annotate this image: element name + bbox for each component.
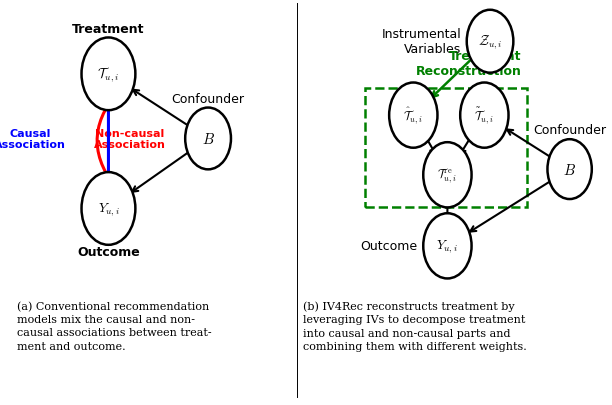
Text: $\hat{\mathcal{T}}_{u,i}$: $\hat{\mathcal{T}}_{u,i}$ bbox=[403, 106, 424, 126]
Text: $\mathcal{T}_{u,i}$: $\mathcal{T}_{u,i}$ bbox=[97, 65, 119, 84]
Text: $\mathcal{Z}_{u,i}$: $\mathcal{Z}_{u,i}$ bbox=[478, 33, 502, 51]
Text: Treatment: Treatment bbox=[72, 23, 144, 36]
Ellipse shape bbox=[81, 173, 135, 245]
Ellipse shape bbox=[424, 143, 472, 208]
Text: Confounder: Confounder bbox=[533, 124, 606, 136]
Ellipse shape bbox=[460, 83, 509, 148]
Ellipse shape bbox=[424, 214, 472, 279]
Ellipse shape bbox=[467, 11, 513, 73]
Text: Non-causal
Association: Non-causal Association bbox=[94, 128, 166, 150]
Ellipse shape bbox=[548, 140, 592, 200]
Text: $Y_{u,i}$: $Y_{u,i}$ bbox=[97, 200, 119, 217]
Text: Confounder: Confounder bbox=[171, 93, 245, 106]
Ellipse shape bbox=[389, 83, 438, 148]
Text: (b) IV4Rec reconstructs treatment by
leveraging IVs to decompose treatment
into : (b) IV4Rec reconstructs treatment by lev… bbox=[303, 301, 527, 351]
Ellipse shape bbox=[81, 38, 135, 111]
Text: Outcome: Outcome bbox=[360, 240, 417, 253]
Text: Treatment
Reconstruction: Treatment Reconstruction bbox=[416, 50, 521, 78]
Text: Instrumental
Variables: Instrumental Variables bbox=[381, 28, 461, 56]
Ellipse shape bbox=[185, 108, 231, 170]
Text: $B$: $B$ bbox=[201, 132, 215, 147]
Text: $B$: $B$ bbox=[563, 162, 576, 177]
Text: Outcome: Outcome bbox=[77, 245, 140, 258]
Text: (a) Conventional recommendation
models mix the causal and non-
causal associatio: (a) Conventional recommendation models m… bbox=[17, 301, 212, 351]
Bar bbox=[365, 89, 527, 208]
Text: $\tilde{\mathcal{T}}_{u,i}$: $\tilde{\mathcal{T}}_{u,i}$ bbox=[474, 106, 494, 126]
Text: $Y_{u,i}$: $Y_{u,i}$ bbox=[436, 238, 458, 254]
Text: $\mathcal{T}^{\rm re}_{u,i}$: $\mathcal{T}^{\rm re}_{u,i}$ bbox=[438, 166, 457, 185]
Text: Causal
Association: Causal Association bbox=[0, 128, 66, 150]
